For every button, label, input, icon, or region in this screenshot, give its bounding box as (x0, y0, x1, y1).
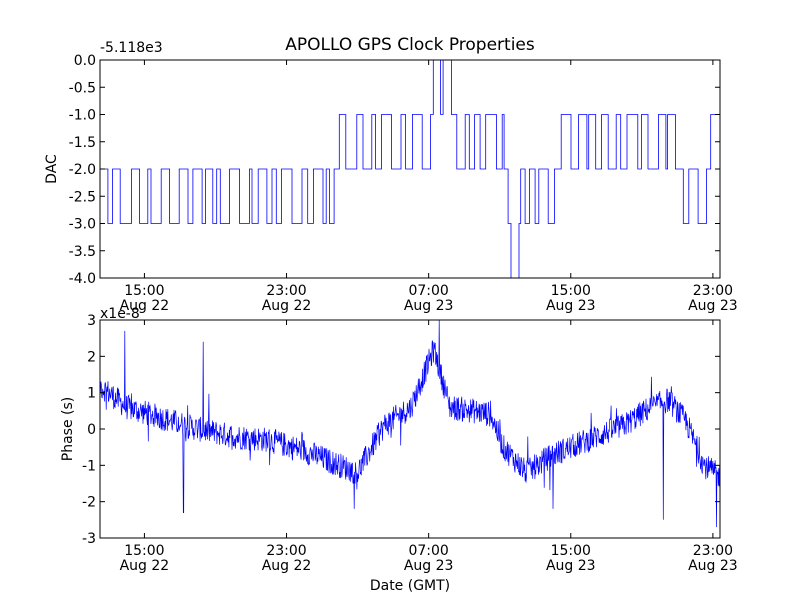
phase-x-axis-label: Date (GMT) (370, 578, 450, 594)
dac-y-tick-label: -4.0 (69, 271, 96, 287)
dac-x-tick-time: 15:00 (124, 283, 164, 299)
dac-y-tick-label: -2.5 (69, 189, 96, 205)
phase-x-tick-time: 15:00 (551, 543, 591, 559)
dac-y-axis-label: DAC (44, 154, 60, 184)
dac-x-tick-date: Aug 23 (404, 298, 454, 314)
dac-x-tick-date: Aug 23 (546, 298, 596, 314)
phase-y-tick-label: 2 (87, 349, 96, 365)
dac-y-tick-label: -1.5 (69, 135, 96, 151)
phase-x-tick-date: Aug 22 (262, 558, 312, 574)
phase-y-tick-label: -3 (82, 531, 96, 547)
phase-x-tick-date: Aug 23 (404, 558, 454, 574)
dac-x-tick-time: 23:00 (266, 283, 306, 299)
dac-x-tick-time: 23:00 (693, 283, 733, 299)
dac-y-tick-label: -1.0 (69, 108, 96, 124)
phase-y-tick-label: 3 (87, 313, 96, 329)
phase-y-tick-label: -1 (82, 458, 96, 474)
phase-x-tick-date: Aug 23 (688, 558, 738, 574)
phase-series-line (99, 319, 721, 528)
dac-y-tick-label: 0.0 (74, 53, 96, 69)
dac-y-tick-label: -3.0 (69, 217, 96, 233)
phase-y-axis-label: Phase (s) (60, 397, 76, 461)
dac-x-tick-date: Aug 22 (262, 298, 312, 314)
phase-x-tick-time: 15:00 (124, 543, 164, 559)
dac-y-tick-label: -3.5 (69, 244, 96, 260)
dac-y-tick-label: -0.5 (69, 80, 96, 96)
dac-x-tick-time: 07:00 (408, 283, 448, 299)
dac-offset-text: -5.118e3 (100, 40, 163, 56)
phase-y-tick-label: 0 (87, 422, 96, 438)
dac-chart: 0.0 -0.5 -1.0 -1.5 -2.0 -2.5 -3.0 -3.5 -4.0 15:0… (44, 40, 738, 314)
dac-y-tick-label: -2.0 (69, 162, 96, 178)
dac-x-tick-date: Aug 23 (688, 298, 738, 314)
dac-series-line (100, 59, 720, 279)
phase-offset-text: x1e-8 (100, 306, 140, 322)
phase-x-tick-time: 07:00 (408, 543, 448, 559)
phase-x-tick-date: Aug 22 (120, 558, 170, 574)
phase-y-tick-label: 1 (87, 386, 96, 402)
figure-title: APOLLO GPS Clock Properties (285, 35, 535, 55)
phase-x-tick-time: 23:00 (693, 543, 733, 559)
phase-x-tick-date: Aug 23 (546, 558, 596, 574)
dac-x-tick-time: 15:00 (551, 283, 591, 299)
dac-x-tick-date: Aug 22 (120, 298, 170, 314)
phase-x-tick-time: 23:00 (266, 543, 306, 559)
phase-y-tick-label: -2 (82, 495, 96, 511)
